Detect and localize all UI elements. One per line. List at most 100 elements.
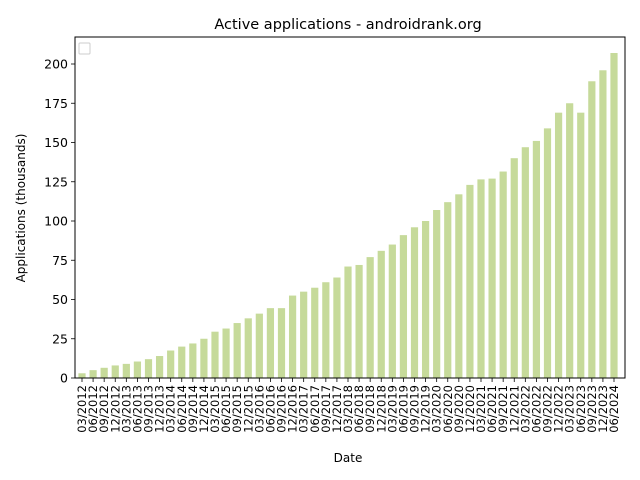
x-tick-label: 06/2022 xyxy=(529,385,543,433)
bar-12/2017 xyxy=(333,277,341,378)
bar-06/2020 xyxy=(444,202,452,378)
x-tick-label: 09/2019 xyxy=(408,385,422,433)
bar-12/2023 xyxy=(599,70,607,378)
x-tick-label: 06/2014 xyxy=(175,385,189,433)
x-tick-label: 03/2013 xyxy=(119,385,133,433)
y-tick-label: 100 xyxy=(44,214,68,229)
bar-03/2014 xyxy=(167,350,175,378)
x-tick-label: 03/2023 xyxy=(563,385,577,433)
bar-06/2022 xyxy=(532,140,541,378)
bar-09/2012 xyxy=(100,367,108,378)
bar-03/2020 xyxy=(433,210,441,378)
x-tick-label: 12/2012 xyxy=(108,385,122,433)
x-tick-label: 03/2021 xyxy=(474,385,488,433)
x-tick-label: 12/2018 xyxy=(374,385,388,433)
bar-06/2012 xyxy=(89,370,97,378)
x-tick-label: 12/2017 xyxy=(330,385,344,433)
bar-03/2013 xyxy=(122,363,130,378)
x-tick-label: 06/2024 xyxy=(607,385,621,433)
x-axis-label: Date xyxy=(334,451,363,465)
x-tick-label: 03/2016 xyxy=(252,385,266,433)
bar-06/2013 xyxy=(133,361,142,378)
x-tick-label: 12/2023 xyxy=(596,385,610,433)
x-tick-label: 09/2016 xyxy=(275,385,289,433)
bar-06/2017 xyxy=(311,287,319,378)
bar-03/2016 xyxy=(255,313,263,378)
x-tick-label: 03/2022 xyxy=(518,385,532,433)
y-tick-label: 0 xyxy=(60,371,68,386)
x-tick-label: 03/2019 xyxy=(385,385,399,433)
x-tick-label: 03/2014 xyxy=(164,385,178,433)
x-tick-label: 09/2017 xyxy=(319,385,333,433)
bar-12/2019 xyxy=(421,221,430,378)
y-tick-label: 75 xyxy=(52,253,68,268)
bar-06/2016 xyxy=(266,308,275,378)
x-tick-label: 09/2021 xyxy=(496,385,510,433)
bar-09/2020 xyxy=(455,194,463,378)
x-tick-label: 09/2022 xyxy=(541,385,555,433)
bar-12/2018 xyxy=(377,250,385,378)
bar-06/2015 xyxy=(222,328,230,378)
bar-09/2023 xyxy=(588,81,596,379)
bar-09/2022 xyxy=(543,128,552,378)
x-tick-label: 12/2013 xyxy=(153,385,167,433)
bar-09/2018 xyxy=(366,257,374,378)
bar-12/2020 xyxy=(466,184,474,378)
bar-03/2017 xyxy=(300,291,308,378)
x-tick-label: 09/2013 xyxy=(142,385,156,433)
x-tick-label: 09/2012 xyxy=(97,385,111,433)
x-tick-label: 09/2015 xyxy=(230,385,244,433)
x-tick-label: 12/2022 xyxy=(552,385,566,433)
x-tick-label: 06/2023 xyxy=(574,385,588,433)
bar-03/2015 xyxy=(211,331,219,378)
x-tick-label: 12/2019 xyxy=(419,385,433,433)
bar-09/2016 xyxy=(277,308,286,378)
x-tick-label: 06/2019 xyxy=(396,385,410,433)
bar-06/2021 xyxy=(488,178,496,378)
bar-06/2024 xyxy=(610,53,618,378)
x-tick-label: 09/2023 xyxy=(585,385,599,433)
bar-12/2012 xyxy=(111,365,119,378)
x-tick-label: 06/2018 xyxy=(352,385,366,433)
x-tick-label: 12/2016 xyxy=(286,385,300,433)
bar-03/2022 xyxy=(521,147,529,378)
x-tick-label: 06/2012 xyxy=(86,385,100,433)
x-tick-label: 12/2021 xyxy=(507,385,521,433)
x-tick-label: 09/2020 xyxy=(452,385,466,433)
plot-frame xyxy=(74,36,626,379)
bar-03/2019 xyxy=(388,244,396,378)
x-tick-label: 03/2012 xyxy=(75,385,89,433)
y-tick-label: 25 xyxy=(52,331,68,346)
x-tick-label: 03/2018 xyxy=(341,385,355,433)
bar-09/2013 xyxy=(144,359,153,378)
y-tick-label: 125 xyxy=(44,174,68,189)
x-tick-label: 12/2015 xyxy=(241,385,255,433)
bar-12/2016 xyxy=(288,295,297,378)
bar-06/2014 xyxy=(178,346,186,378)
bar-09/2019 xyxy=(410,227,419,378)
bar-12/2014 xyxy=(200,338,208,378)
legend-box xyxy=(78,42,91,55)
y-axis-label: Applications (thousands) xyxy=(14,134,28,283)
x-tick-label: 09/2018 xyxy=(363,385,377,433)
x-tick-label: 03/2020 xyxy=(430,385,444,433)
bar-12/2013 xyxy=(155,356,164,378)
x-tick-label: 06/2016 xyxy=(263,385,277,433)
bar-12/2015 xyxy=(244,318,252,378)
bar-06/2023 xyxy=(577,112,585,379)
x-tick-label: 12/2020 xyxy=(463,385,477,433)
bar-03/2023 xyxy=(566,103,574,378)
x-tick-label: 06/2021 xyxy=(485,385,499,433)
bar-09/2015 xyxy=(233,323,241,378)
x-tick-label: 09/2014 xyxy=(186,385,200,433)
x-tick-label: 06/2020 xyxy=(441,385,455,433)
bar-09/2014 xyxy=(189,343,197,378)
x-tick-label: 06/2017 xyxy=(308,385,322,433)
x-tick-label: 12/2014 xyxy=(197,385,211,433)
bar-09/2017 xyxy=(322,282,330,378)
x-tick-label: 03/2015 xyxy=(208,385,222,433)
bar-12/2022 xyxy=(554,112,563,379)
x-tick-label: 06/2015 xyxy=(219,385,233,433)
y-tick-label: 200 xyxy=(44,57,68,72)
